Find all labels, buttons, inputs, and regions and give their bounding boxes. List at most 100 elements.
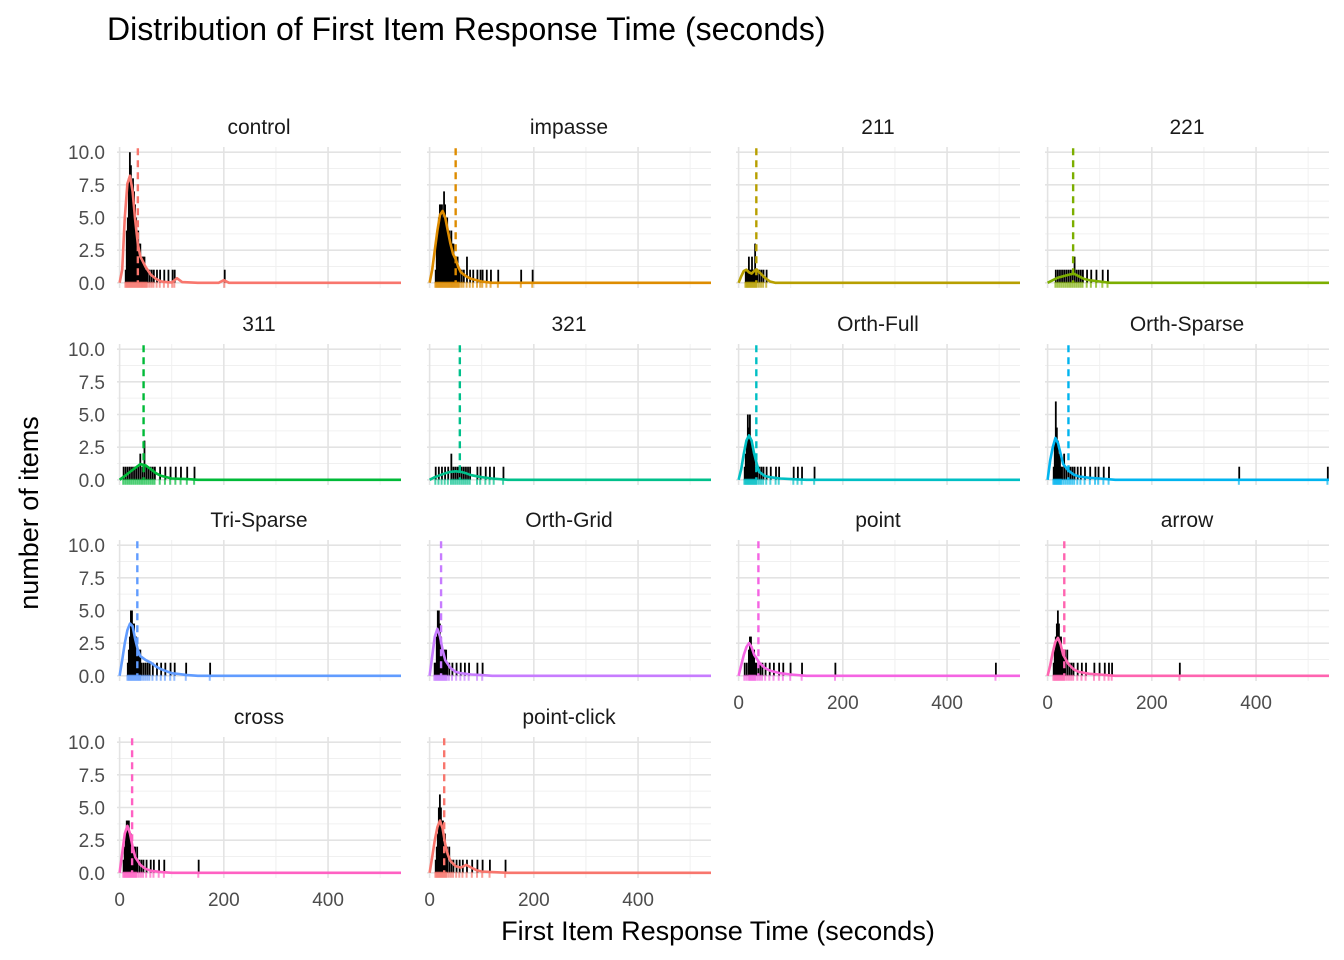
histogram-bar: [1111, 662, 1113, 676]
y-tick-label: 2.5: [79, 634, 105, 655]
histogram-bar: [130, 610, 132, 676]
histogram-bar: [446, 662, 449, 676]
histogram-bar: [1059, 453, 1061, 480]
histogram-bar: [443, 649, 445, 676]
histogram-bar: [479, 269, 482, 283]
histogram-bar: [434, 466, 437, 480]
histogram-bar: [753, 649, 755, 676]
histogram-bar: [131, 466, 133, 480]
histogram-bar: [164, 466, 167, 480]
histogram-bar: [164, 662, 167, 676]
y-tick-label: 7.5: [79, 569, 105, 590]
chart-title: Distribution of First Item Response Time…: [107, 11, 825, 47]
x-axis-title: First Item Response Time (seconds): [501, 916, 935, 946]
histogram-bar: [438, 794, 441, 873]
histogram-bar: [137, 466, 140, 480]
histogram-bar: [1080, 662, 1083, 676]
histogram-bar: [1069, 269, 1072, 283]
y-tick-label: 5.0: [79, 799, 105, 820]
histogram-bar: [126, 662, 129, 676]
histogram-bar: [147, 466, 150, 480]
x-tick-label: 200: [208, 890, 240, 911]
histogram-bar: [452, 859, 455, 873]
histogram-bar: [126, 820, 129, 873]
histogram-bar: [466, 256, 468, 283]
histogram-bar: [747, 649, 750, 676]
histogram-bar: [476, 466, 479, 480]
histogram-bar: [752, 649, 754, 676]
panel-point: point 0 200 400: [733, 509, 1020, 714]
panel-orth-grid: Orth-Grid: [427, 509, 711, 681]
histogram-bar: [433, 662, 436, 676]
histogram-bar: [455, 662, 458, 676]
histogram-bar: [1052, 662, 1055, 676]
histogram-bar: [124, 466, 127, 480]
histogram-bar: [1052, 466, 1055, 480]
histogram-bar: [531, 269, 534, 283]
histogram-bar: [1060, 636, 1062, 676]
histogram-bar: [133, 846, 135, 873]
y-tick-label: 7.5: [79, 176, 105, 197]
histogram-bar: [750, 269, 752, 283]
y-tick-label: 7.5: [79, 373, 105, 394]
histogram-bar: [481, 269, 484, 283]
histogram-bar: [127, 649, 130, 676]
histogram-bar: [437, 466, 440, 480]
histogram-bar: [159, 269, 162, 283]
histogram-bar: [753, 453, 755, 480]
histogram-bar: [128, 833, 131, 873]
histogram-bar: [1108, 662, 1110, 676]
histogram-bar: [462, 269, 465, 283]
histogram-bar: [163, 269, 166, 283]
histogram-bar: [451, 243, 454, 283]
panel-label: Orth-Sparse: [1130, 313, 1244, 336]
histogram-bar: [1079, 466, 1082, 480]
x-tick-label: 0: [114, 890, 125, 911]
histogram-bar: [743, 466, 746, 480]
y-tick-label: 5.0: [79, 406, 105, 427]
histogram-bar: [1076, 466, 1079, 480]
histogram-bar: [749, 269, 751, 283]
histogram-bar: [437, 807, 440, 873]
histogram-bar: [127, 178, 130, 283]
histogram-bar: [148, 269, 151, 283]
panel-orth-sparse: Orth-Sparse: [1045, 313, 1329, 485]
panel-label: cross: [234, 706, 284, 729]
histogram-bar: [743, 662, 746, 676]
y-tick-label: 10.0: [68, 733, 105, 754]
histogram-bar: [456, 466, 459, 480]
histogram-bar: [778, 662, 781, 676]
histogram-bar: [1098, 662, 1101, 676]
x-tick-label: 0: [1042, 693, 1053, 714]
histogram-bar: [471, 859, 474, 873]
panel-arrow: arrow 0 200 400: [1042, 509, 1329, 714]
histogram-bar: [144, 662, 147, 676]
histogram-bar: [1094, 466, 1097, 480]
panel-label: control: [227, 116, 290, 139]
histogram-bar: [755, 269, 758, 283]
histogram-bar: [1056, 269, 1059, 283]
histogram-bar: [745, 662, 748, 676]
histogram-bar: [144, 269, 147, 283]
panel-221: 221: [1045, 116, 1329, 288]
histogram-bar: [447, 230, 450, 283]
histogram-bar: [149, 466, 152, 480]
histogram-bar: [765, 269, 768, 283]
histogram-bar: [142, 256, 145, 283]
histogram-bar: [180, 466, 182, 480]
histogram-bar: [476, 662, 479, 676]
density-curve: [118, 824, 401, 875]
panel-211: 211: [736, 116, 1020, 288]
panel-label: 221: [1169, 116, 1204, 139]
panel-cross: cross 0.0 2.5 5.0 7.5 10.0 0 200 400: [68, 706, 401, 911]
histogram-bar: [753, 269, 755, 283]
histogram-bar: [755, 662, 758, 676]
histogram-bar: [450, 859, 453, 873]
density-curve: [428, 209, 711, 285]
y-tick-label: 2.5: [79, 831, 105, 852]
density-curve: [428, 627, 711, 678]
x-tick-label: 400: [622, 890, 654, 911]
histogram-bar: [127, 820, 130, 873]
histogram-bar: [443, 191, 445, 283]
histogram-bar: [456, 256, 459, 283]
